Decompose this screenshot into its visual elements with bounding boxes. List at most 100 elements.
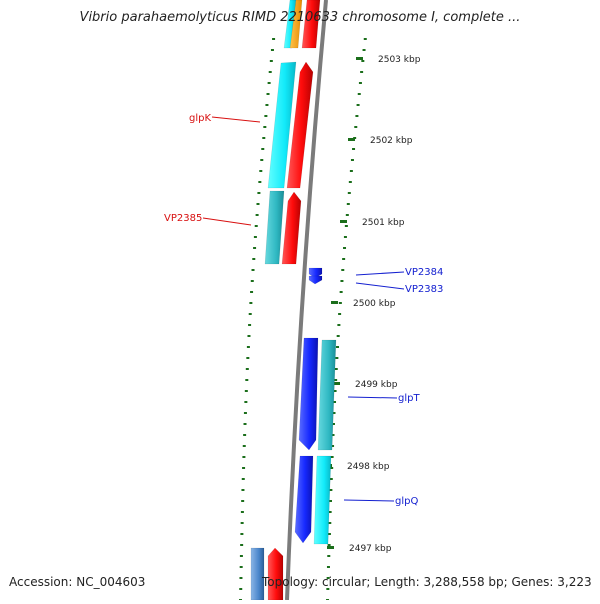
gene-feature-reverse[interactable] xyxy=(298,337,319,451)
ruler-minor-tick xyxy=(334,368,338,370)
ruler-minor-tick xyxy=(259,170,263,172)
gene-feature-forward[interactable] xyxy=(301,0,321,49)
gene-feature-forward[interactable] xyxy=(267,547,284,601)
ruler-minor-tick xyxy=(326,566,330,568)
ruler-minor-tick xyxy=(352,148,356,150)
ruler-minor-tick xyxy=(242,456,246,458)
ruler-minor-tick xyxy=(331,434,335,436)
ruler-minor-tick xyxy=(240,544,244,546)
ruler-minor-tick xyxy=(338,302,342,304)
ruler-label: 2500 kbp xyxy=(353,299,396,309)
ruler-major-tick xyxy=(340,220,347,223)
ruler-minor-tick xyxy=(272,38,276,40)
ruler-minor-tick xyxy=(343,236,347,238)
gene-feature-cyan[interactable] xyxy=(313,455,332,545)
ruler-minor-tick xyxy=(330,467,334,469)
ruler-label: 2501 kbp xyxy=(362,218,405,228)
ruler-minor-tick xyxy=(240,522,244,524)
ruler-minor-tick xyxy=(241,489,245,491)
ruler-minor-tick xyxy=(349,170,353,172)
ruler-minor-tick xyxy=(357,93,361,95)
ruler-minor-tick xyxy=(340,280,344,282)
ruler-minor-tick xyxy=(266,93,270,95)
ruler-minor-tick xyxy=(355,115,359,117)
ruler-minor-tick xyxy=(336,335,340,337)
ruler-major-tick xyxy=(327,546,334,549)
gene-label-vp2384[interactable]: VP2384 xyxy=(405,267,443,278)
gene-label-glpt[interactable]: glpT xyxy=(398,393,420,404)
ruler-minor-tick xyxy=(332,412,336,414)
gene-feature-cyan[interactable] xyxy=(267,61,297,189)
ruler-minor-tick xyxy=(344,225,348,227)
ruler-major-tick xyxy=(356,57,363,60)
ruler-minor-tick xyxy=(245,368,249,370)
ruler-minor-tick xyxy=(363,38,367,40)
ruler-label: 2497 kbp xyxy=(349,544,392,554)
ruler-tick-layer xyxy=(239,38,367,601)
ruler-minor-tick xyxy=(339,291,343,293)
ruler-label: 2503 kbp xyxy=(378,55,421,65)
ruler-minor-tick xyxy=(343,247,347,249)
ruler-minor-tick xyxy=(261,148,265,150)
ruler-minor-tick xyxy=(240,533,244,535)
ruler-minor-tick xyxy=(345,214,349,216)
gene-feature-forward[interactable] xyxy=(281,191,302,265)
ruler-minor-tick xyxy=(328,522,332,524)
ruler-minor-tick xyxy=(326,577,330,579)
ruler-minor-tick xyxy=(241,500,245,502)
ruler-minor-tick xyxy=(256,203,260,205)
ruler-label-layer: 2503 kbp 2502 kbp 2501 kbp 2500 kbp 2499 kbp… xyxy=(347,55,421,554)
ruler-minor-tick xyxy=(330,456,334,458)
ruler-minor-tick xyxy=(241,478,245,480)
ruler-label: 2499 kbp xyxy=(355,380,398,390)
ruler-minor-tick xyxy=(239,555,243,557)
ruler-minor-tick xyxy=(243,423,247,425)
gene-feature-reverse[interactable] xyxy=(294,455,314,544)
ruler-minor-tick xyxy=(348,181,352,183)
ruler-minor-tick xyxy=(362,49,366,51)
accession-text: Accession: NC_004603 xyxy=(9,575,146,589)
ruler-minor-tick xyxy=(264,115,268,117)
ruler-major-tick xyxy=(331,301,338,304)
gene-feature-steel[interactable] xyxy=(250,547,265,601)
ruler-minor-tick xyxy=(257,192,261,194)
ruler-minor-tick xyxy=(331,423,335,425)
gene-feature-teal[interactable] xyxy=(317,339,337,451)
ruler-minor-tick xyxy=(253,247,257,249)
chromosome-backbone xyxy=(285,0,328,601)
gene-feature-orange[interactable] xyxy=(289,0,303,49)
ruler-minor-tick xyxy=(251,269,255,271)
ruler-minor-tick xyxy=(243,412,247,414)
gene-feature-teal[interactable] xyxy=(264,190,285,265)
ruler-minor-tick xyxy=(265,104,269,106)
inner-tick-ring xyxy=(239,38,276,601)
ruler-minor-tick xyxy=(253,236,257,238)
feature-layer xyxy=(250,0,337,601)
ruler-minor-tick xyxy=(247,335,251,337)
ruler-minor-tick xyxy=(356,104,360,106)
ruler-minor-tick xyxy=(327,533,331,535)
ruler-label: 2498 kbp xyxy=(347,462,390,472)
ruler-minor-tick xyxy=(246,346,250,348)
ruler-minor-tick xyxy=(327,544,331,546)
ruler-major-tick xyxy=(333,382,340,385)
ruler-minor-tick xyxy=(239,566,243,568)
gene-feature-reverse[interactable] xyxy=(308,275,323,285)
gene-label-glpk[interactable]: glpK xyxy=(189,113,211,124)
ruler-minor-tick xyxy=(331,445,335,447)
gene-label-leader xyxy=(202,217,252,226)
ruler-minor-tick xyxy=(267,82,271,84)
ruler-minor-tick xyxy=(240,511,244,513)
ruler-minor-tick xyxy=(334,379,338,381)
ruler-minor-tick xyxy=(329,489,333,491)
ruler-major-tick xyxy=(348,138,355,141)
ruler-minor-tick xyxy=(244,401,248,403)
ruler-minor-tick xyxy=(342,258,346,260)
gene-label-glpq[interactable]: glpQ xyxy=(395,496,418,507)
ruler-minor-tick xyxy=(250,291,254,293)
gene-feature-forward[interactable] xyxy=(286,61,314,189)
ruler-minor-tick xyxy=(262,137,266,139)
ruler-minor-tick xyxy=(329,500,332,502)
gene-label-vp2385[interactable]: VP2385 xyxy=(164,213,202,224)
gene-label-vp2383[interactable]: VP2383 xyxy=(405,284,443,295)
